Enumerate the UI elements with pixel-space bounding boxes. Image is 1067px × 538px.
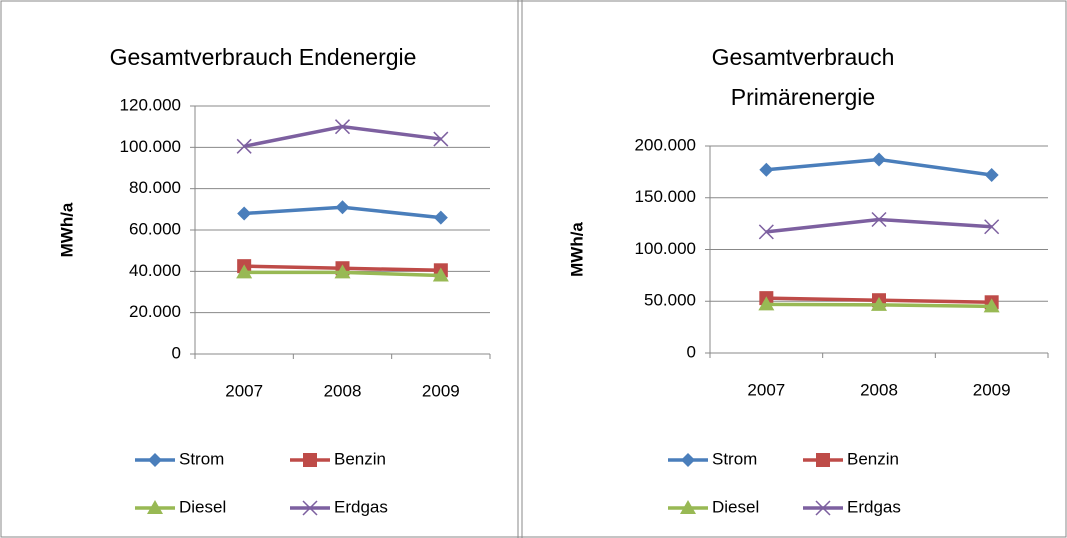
y-tick-label: 80.000 bbox=[129, 178, 181, 197]
chart-title: Gesamtverbrauch Primärenergie bbox=[711, 44, 895, 110]
legend-label: Strom bbox=[179, 449, 224, 468]
marker bbox=[433, 210, 448, 225]
x-tick-label: 2008 bbox=[860, 380, 898, 399]
x-tick-label: 2007 bbox=[747, 380, 785, 399]
legend-label: Diesel bbox=[712, 497, 759, 516]
marker bbox=[759, 162, 774, 177]
marker bbox=[984, 219, 1000, 235]
y-tick-label: 0 bbox=[172, 343, 181, 362]
y-tick-label: 40.000 bbox=[129, 261, 181, 280]
marker bbox=[815, 500, 831, 516]
series-line bbox=[243, 124, 442, 149]
marker bbox=[433, 131, 449, 147]
y-tick-label: 200.000 bbox=[635, 135, 696, 154]
x-tick-label: 2009 bbox=[422, 381, 460, 400]
y-tick-label: 100.000 bbox=[635, 239, 696, 258]
y-tick-label: 60.000 bbox=[129, 219, 181, 238]
marker bbox=[236, 264, 253, 279]
legend-label: Diesel bbox=[179, 497, 226, 516]
marker bbox=[680, 500, 696, 514]
x-tick-label: 2007 bbox=[225, 381, 263, 400]
marker bbox=[335, 200, 350, 215]
legend-label: Benzin bbox=[847, 449, 899, 468]
legend-label: Benzin bbox=[334, 449, 386, 468]
y-tick-label: 100.000 bbox=[120, 137, 181, 156]
y-tick-label: 150.000 bbox=[635, 187, 696, 206]
marker bbox=[758, 224, 774, 240]
y-axis-label: MWh/a bbox=[57, 202, 76, 257]
marker bbox=[148, 453, 162, 467]
series-line bbox=[766, 217, 992, 234]
x-tick-label: 2008 bbox=[324, 381, 362, 400]
marker bbox=[302, 500, 318, 516]
y-tick-label: 0 bbox=[687, 342, 696, 361]
marker bbox=[871, 296, 887, 311]
legend-label: Strom bbox=[712, 449, 757, 468]
legend-label: Erdgas bbox=[334, 497, 388, 516]
x-tick-label: 2009 bbox=[973, 380, 1011, 399]
marker bbox=[237, 206, 252, 221]
marker bbox=[334, 119, 351, 135]
marker bbox=[236, 138, 252, 154]
marker bbox=[334, 264, 351, 279]
marker bbox=[872, 152, 886, 167]
chart-title: Gesamtverbrauch Endenergie bbox=[109, 44, 417, 70]
y-axis-label: MWh/a bbox=[567, 222, 586, 277]
legend-label: Erdgas bbox=[847, 497, 901, 516]
y-tick-label: 50.000 bbox=[644, 291, 696, 310]
marker bbox=[147, 500, 163, 514]
marker bbox=[303, 453, 317, 467]
y-tick-label: 120.000 bbox=[120, 95, 181, 114]
marker bbox=[432, 267, 449, 282]
marker bbox=[871, 211, 887, 228]
marker bbox=[816, 453, 830, 467]
marker bbox=[758, 296, 775, 311]
marker bbox=[983, 298, 1000, 313]
y-tick-label: 20.000 bbox=[129, 302, 181, 321]
marker bbox=[681, 453, 695, 467]
marker bbox=[984, 167, 999, 182]
